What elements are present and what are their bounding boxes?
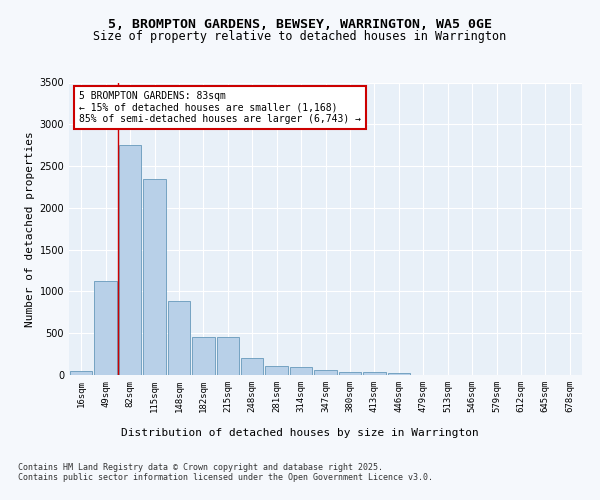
Bar	[290, 366, 313, 375]
Text: 5, BROMPTON GARDENS, BEWSEY, WARRINGTON, WA5 0GE: 5, BROMPTON GARDENS, BEWSEY, WARRINGTON,…	[108, 18, 492, 30]
Bar	[192, 338, 215, 375]
Bar	[363, 372, 386, 375]
Bar	[217, 338, 239, 375]
Bar	[338, 372, 361, 375]
Bar	[265, 366, 288, 375]
Bar	[314, 370, 337, 375]
Text: 5 BROMPTON GARDENS: 83sqm
← 15% of detached houses are smaller (1,168)
85% of se: 5 BROMPTON GARDENS: 83sqm ← 15% of detac…	[79, 92, 361, 124]
Text: Contains HM Land Registry data © Crown copyright and database right 2025.
Contai: Contains HM Land Registry data © Crown c…	[18, 463, 433, 482]
Text: Distribution of detached houses by size in Warrington: Distribution of detached houses by size …	[121, 428, 479, 438]
Bar	[94, 280, 117, 375]
Bar	[241, 358, 263, 375]
Text: Size of property relative to detached houses in Warrington: Size of property relative to detached ho…	[94, 30, 506, 43]
Bar	[388, 374, 410, 375]
Bar	[119, 145, 142, 375]
Bar	[167, 302, 190, 375]
Bar	[70, 371, 92, 375]
Bar	[143, 180, 166, 375]
Y-axis label: Number of detached properties: Number of detached properties	[25, 131, 35, 326]
